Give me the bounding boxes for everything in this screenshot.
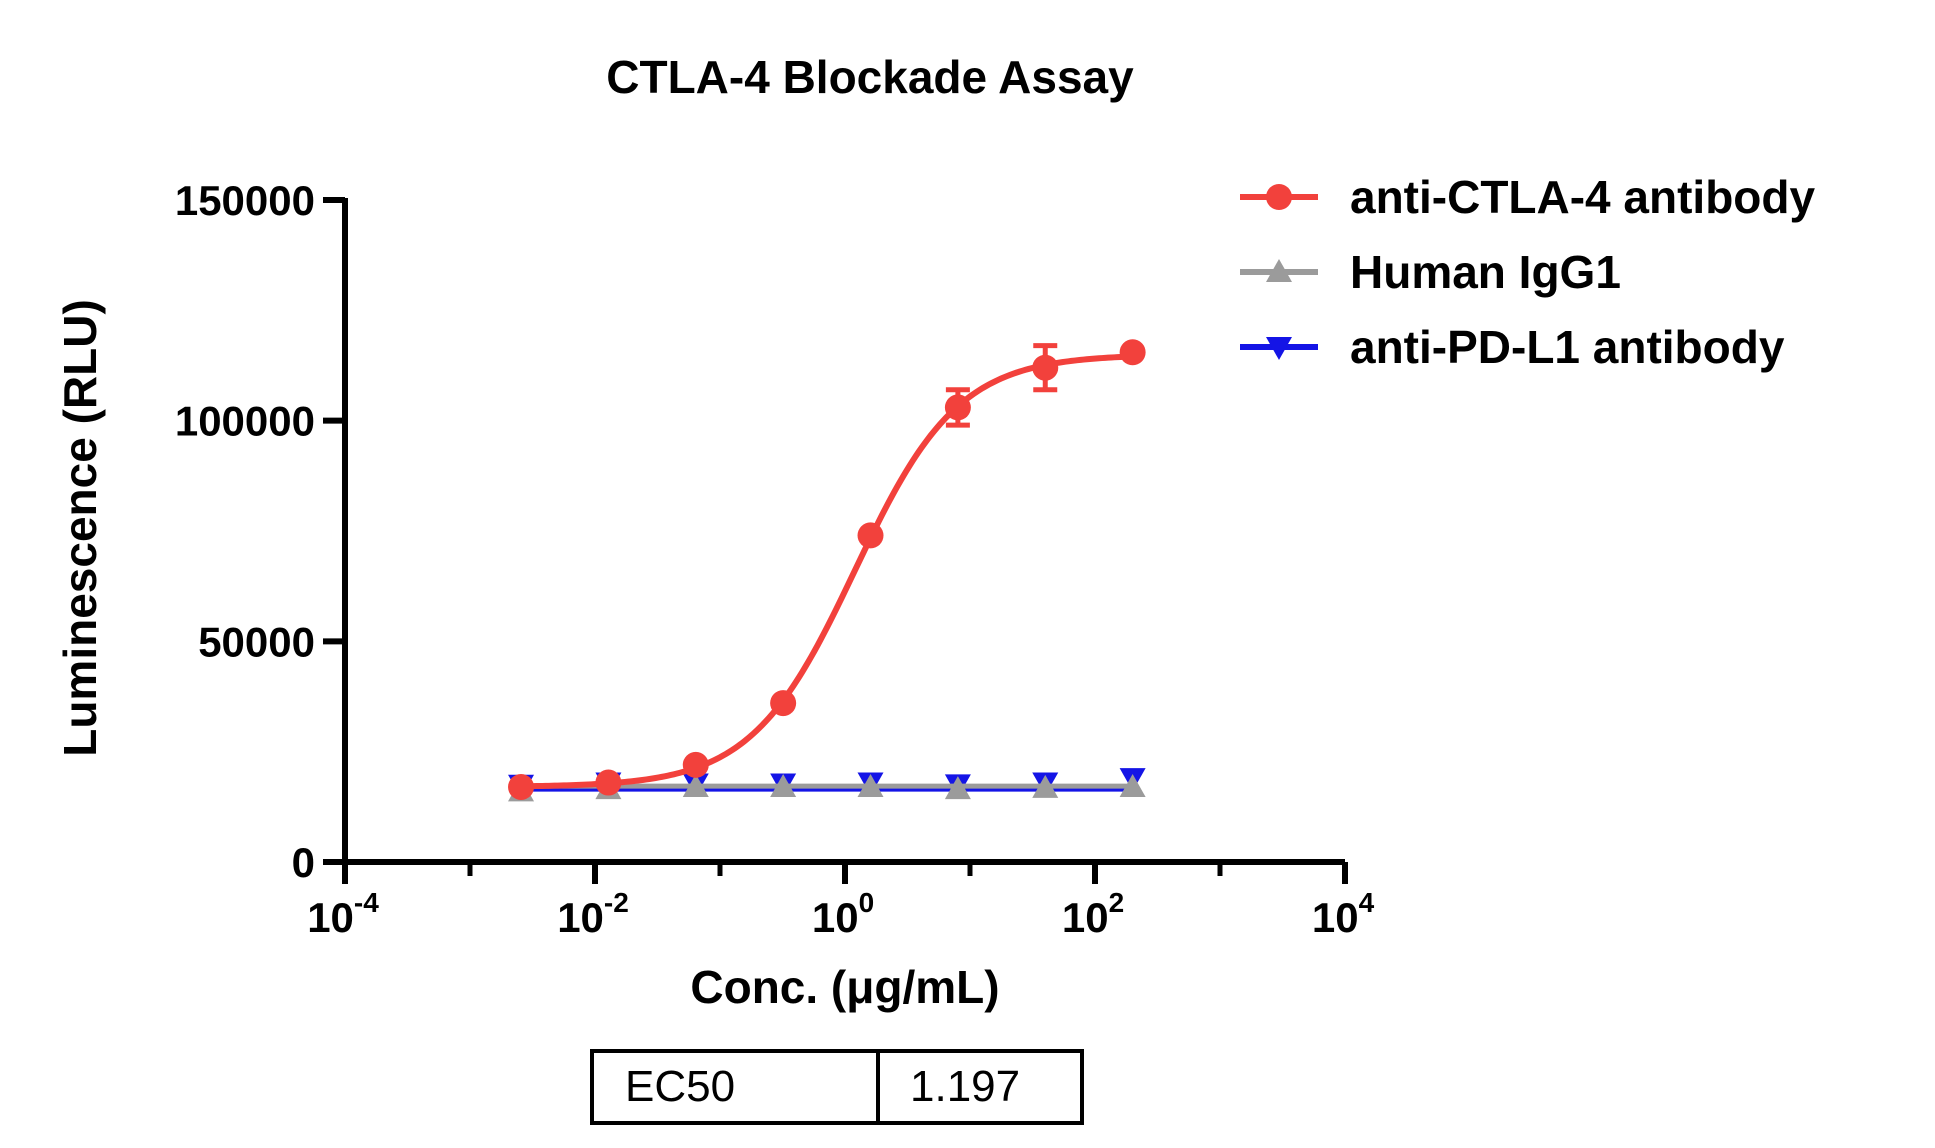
legend-marker bbox=[1266, 184, 1292, 210]
chart-title: CTLA-4 Blockade Assay bbox=[606, 51, 1134, 103]
data-point bbox=[1119, 339, 1146, 366]
legend-label: anti-PD-L1 antibody bbox=[1350, 321, 1785, 373]
y-tick-label: 0 bbox=[292, 839, 315, 886]
data-point bbox=[770, 690, 797, 717]
y-tick-label: 100000 bbox=[175, 398, 315, 445]
data-point bbox=[1032, 774, 1059, 798]
legend-label: Human IgG1 bbox=[1350, 246, 1621, 298]
data-point bbox=[944, 394, 971, 421]
y-tick-label: 150000 bbox=[175, 177, 315, 224]
x-tick-label: 102 bbox=[1062, 887, 1124, 941]
ec50-table-label: EC50 bbox=[625, 1062, 735, 1111]
data-point bbox=[508, 773, 535, 800]
y-axis-label: Luminescence (RLU) bbox=[54, 299, 106, 757]
series-0 bbox=[508, 339, 1146, 800]
x-tick-label: 10-2 bbox=[557, 887, 629, 941]
legend-marker bbox=[1266, 259, 1292, 282]
y-tick-label: 50000 bbox=[198, 618, 315, 665]
x-axis-label: Conc. (μg/mL) bbox=[690, 961, 999, 1013]
x-tick-label: 104 bbox=[1312, 887, 1375, 941]
legend-marker bbox=[1266, 337, 1292, 360]
legend: anti-CTLA-4 antibody Human IgG1 anti-PD-L1… bbox=[1240, 171, 1815, 373]
plot-area bbox=[508, 339, 1146, 802]
fit-curve bbox=[520, 353, 1133, 790]
legend-label: anti-CTLA-4 antibody bbox=[1350, 171, 1815, 223]
data-point bbox=[857, 773, 884, 797]
ec50-table: EC50 1.197 bbox=[590, 1049, 1084, 1125]
x-ticks: 10-4 10-2 100 102 104 bbox=[307, 862, 1375, 941]
data-point bbox=[682, 751, 709, 778]
data-point bbox=[682, 773, 709, 797]
data-point bbox=[944, 776, 971, 800]
axes bbox=[342, 198, 1345, 865]
x-tick-label: 100 bbox=[812, 887, 874, 941]
data-point bbox=[857, 522, 884, 549]
data-point bbox=[1032, 354, 1059, 381]
data-point bbox=[1119, 773, 1146, 797]
ec50-table-border bbox=[590, 1049, 1084, 1125]
y-ticks: 0 50000 100000 150000 bbox=[175, 177, 345, 886]
ec50-table-value: 1.197 bbox=[910, 1062, 1020, 1111]
x-tick-label: 10-4 bbox=[307, 887, 379, 941]
data-point bbox=[595, 769, 622, 796]
data-point bbox=[770, 773, 797, 797]
